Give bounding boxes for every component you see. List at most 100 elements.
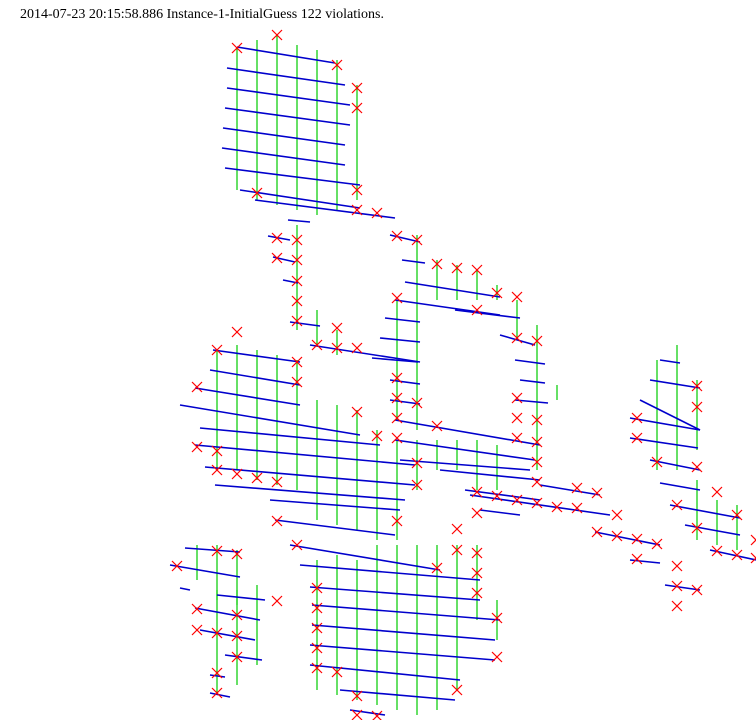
horizontal-segment — [289, 544, 441, 571]
horizontal-segment — [339, 689, 456, 701]
horizontal-segment — [439, 469, 541, 481]
horizontal-segment — [226, 67, 346, 86]
violation-marker-stroke — [351, 709, 363, 720]
violation-marker — [531, 414, 543, 426]
violation-marker-stroke — [371, 207, 383, 219]
violation-marker — [451, 262, 463, 274]
horizontal-segment — [274, 519, 396, 536]
violation-marker-stroke — [431, 420, 443, 432]
violation-marker-stroke — [291, 376, 303, 388]
horizontal-segment — [309, 664, 461, 681]
violation-marker — [671, 580, 683, 592]
violation-marker — [531, 497, 543, 509]
violation-marker-stroke — [691, 522, 703, 534]
violation-marker — [511, 432, 523, 444]
horizontal-segment — [401, 259, 426, 264]
violation-marker-stroke — [211, 545, 223, 557]
violation-marker-stroke — [351, 82, 363, 94]
violation-marker-stroke — [451, 262, 463, 274]
violation-marker-stroke — [431, 562, 443, 574]
violation-marker-stroke — [471, 567, 483, 579]
violation-marker — [731, 549, 743, 561]
violation-marker — [451, 523, 463, 535]
violation-marker — [211, 445, 223, 457]
violation-marker-stroke — [211, 344, 223, 356]
violation-marker-stroke — [391, 372, 403, 384]
violation-marker — [351, 342, 363, 354]
violation-marker — [391, 230, 403, 242]
violation-marker-stroke — [511, 412, 523, 424]
violation-marker-stroke — [291, 295, 303, 307]
horizontal-segment — [267, 235, 291, 241]
violation-marker-stroke — [371, 430, 383, 442]
violation-marker-stroke — [231, 548, 243, 560]
violation-marker — [611, 530, 623, 542]
violation-marker-stroke — [691, 401, 703, 413]
violation-marker-stroke — [211, 464, 223, 476]
violation-marker-stroke — [211, 687, 223, 699]
horizontal-segment — [309, 344, 421, 363]
horizontal-segment — [287, 219, 311, 223]
horizontal-segment — [659, 482, 701, 491]
violation-marker — [671, 560, 683, 572]
violation-marker-stroke — [311, 339, 323, 351]
violation-marker-stroke — [531, 414, 543, 426]
violation-marker — [391, 292, 403, 304]
violation-marker — [431, 562, 443, 574]
violation-marker-stroke — [291, 539, 303, 551]
violation-marker — [471, 587, 483, 599]
violation-marker-stroke — [750, 552, 756, 559]
vertical-segments — [196, 35, 738, 715]
horizontal-segment — [399, 459, 531, 471]
violation-marker — [631, 432, 643, 444]
violation-marker-stroke — [311, 602, 323, 614]
horizontal-segment — [212, 349, 301, 363]
violation-marker — [231, 651, 243, 663]
violation-marker-stroke — [291, 234, 303, 246]
horizontal-segment — [311, 604, 501, 621]
violation-marker-stroke — [750, 539, 756, 546]
violation-marker-stroke — [671, 580, 683, 592]
horizontal-segment — [311, 624, 496, 641]
violation-marker — [471, 507, 483, 519]
violation-marker — [431, 258, 443, 270]
violation-marker-stroke — [291, 315, 303, 327]
horizontal-segment — [659, 359, 681, 364]
horizontal-segment — [649, 459, 701, 471]
violation-marker-stroke — [511, 432, 523, 444]
horizontal-segment — [309, 644, 496, 661]
violation-marker-stroke — [631, 533, 643, 545]
violation-marker-stroke — [651, 456, 663, 468]
violation-marker-stroke — [431, 258, 443, 270]
violation-marker-stroke — [651, 538, 663, 550]
violation-marker-stroke — [311, 582, 323, 594]
violation-marker-stroke — [411, 234, 423, 246]
violation-marker — [291, 275, 303, 287]
violation-marker-stroke — [511, 332, 523, 344]
violation-marker-stroke — [471, 486, 483, 498]
violation-marker — [211, 687, 223, 699]
violation-marker-stroke — [611, 509, 623, 521]
violation-marker — [351, 204, 363, 216]
violation-marker-stroke — [271, 595, 283, 607]
violation-marker-stroke — [611, 530, 623, 542]
violation-marker — [231, 468, 243, 480]
violation-marker-stroke — [731, 509, 743, 521]
violation-marker-stroke — [331, 666, 343, 678]
horizontal-segment — [519, 379, 546, 384]
violation-marker-stroke — [691, 461, 703, 473]
violation-marker-stroke — [291, 275, 303, 287]
violation-marker — [271, 476, 283, 488]
horizontal-segment — [684, 524, 741, 536]
violation-marker — [171, 560, 183, 572]
violation-marker-stroke — [351, 204, 363, 216]
horizontal-segment — [214, 484, 406, 501]
violation-marker — [511, 412, 523, 424]
violation-marker — [651, 456, 663, 468]
violation-marker — [451, 684, 463, 696]
violation-marker — [351, 102, 363, 114]
violation-marker-stroke — [671, 600, 683, 612]
violation-marker-stroke — [711, 486, 723, 498]
violation-marker — [311, 602, 323, 614]
horizontal-segment — [394, 419, 541, 446]
